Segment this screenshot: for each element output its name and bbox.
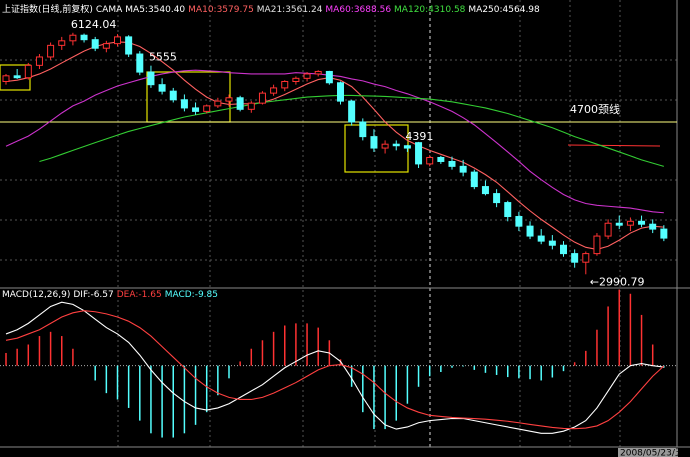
candle-body: [470, 171, 478, 188]
candle-body: [292, 77, 300, 82]
legend-entry: DEA:-1.65: [116, 290, 162, 300]
candle-body: [504, 202, 512, 218]
candle-body: [638, 220, 646, 225]
candle-body: [348, 100, 356, 123]
candle-body: [493, 193, 501, 204]
candle-body: [114, 36, 121, 45]
candle-body: [247, 102, 255, 110]
candle-body: [392, 143, 400, 147]
candle-body: [571, 253, 579, 263]
candle-body: [35, 56, 43, 66]
candle-body: [370, 136, 378, 149]
candle-body: [626, 220, 634, 226]
candle-body: [281, 80, 289, 89]
candle-body: [147, 71, 155, 86]
date-box: [618, 448, 678, 457]
macd-line: [5, 310, 665, 430]
candle-body: [314, 70, 322, 75]
legend-entry: MA21:3561.24: [256, 5, 323, 15]
candle-body: [649, 223, 657, 230]
annotation: ←2990.79: [590, 275, 645, 288]
legend: DIF:-6.57 DEA:-1.65 MACD:-9.85: [73, 290, 221, 300]
legend-entry: MA60:3688.56: [325, 5, 392, 15]
candle-body: [426, 156, 434, 165]
candle-body: [58, 40, 66, 46]
candle-body: [303, 73, 311, 79]
candle-body: [526, 225, 534, 237]
candle-body: [403, 145, 411, 149]
candle-body: [560, 244, 567, 255]
candle-body: [180, 99, 188, 109]
candle-body: [102, 43, 110, 49]
candle-body: [270, 87, 278, 94]
grid: [0, 0, 677, 447]
ma-line: [5, 69, 664, 214]
candle-body: [481, 186, 489, 195]
annotation: 4391: [405, 130, 433, 143]
candle-body: [225, 97, 233, 102]
chart-title: 上证指数(日线,前复权): [2, 5, 93, 15]
candle-body: [2, 75, 10, 82]
candle-body: [258, 92, 266, 104]
candle-body: [47, 44, 55, 58]
candle-body: [214, 100, 222, 107]
neckline-label: 4700颈线: [570, 102, 620, 116]
candle-body: [192, 107, 200, 112]
ma-line: [39, 94, 665, 167]
candle-body: [203, 105, 211, 112]
highlight-boxes: [0, 64, 409, 173]
candle-body: [337, 82, 344, 102]
candle-body: [548, 240, 556, 246]
candle-body: [615, 222, 623, 226]
candle-body: [448, 160, 456, 167]
price-header: 上证指数(日线,前复权) CAMA MA5:3540.40 MA10:3579.75 M…: [2, 2, 546, 15]
candle-body: [125, 36, 133, 55]
candle-body: [459, 165, 467, 173]
candle-body: [604, 222, 612, 237]
chart-title: MACD(12,26,9): [2, 290, 71, 300]
legend-entry: MA250:4564.98: [468, 5, 540, 15]
legend: MA5:3540.40 MA10:3579.75 MA21:3561.24 MA60:…: [125, 5, 543, 15]
macd-line: [5, 301, 664, 434]
candle-body: [325, 70, 333, 84]
legend-entry: MA5:3540.40: [125, 5, 186, 15]
candle-body: [13, 75, 21, 79]
chart-subtitle: CAMA: [95, 5, 123, 15]
candle-body: [158, 84, 166, 92]
candle-body: [582, 253, 590, 263]
legend-entry: MACD:-9.85: [164, 290, 218, 300]
ma-line: [5, 41, 664, 250]
macd-header: MACD(12,26,9) DIF:-6.57 DEA:-1.65 MACD:-9.8…: [2, 290, 224, 300]
legend-entry: DIF:-6.57: [73, 290, 114, 300]
legend-entry: MA10:3579.75: [188, 5, 254, 15]
candle-body: [660, 228, 668, 239]
candle-body: [80, 34, 88, 41]
candle-body: [136, 53, 144, 73]
candle-body: [415, 142, 423, 165]
candle-body: [593, 235, 601, 255]
candle-body: [236, 97, 244, 110]
candle-body: [24, 64, 32, 79]
candle-body: [169, 90, 177, 101]
cursor-date: 2008/05/23/五: [620, 449, 684, 457]
candle-body: [537, 235, 545, 242]
annotation: 5555: [149, 51, 177, 64]
candle-body: [515, 216, 523, 227]
candle-body: [91, 39, 99, 49]
candle-body: [69, 34, 77, 42]
candle-body: [381, 143, 389, 149]
candle-body: [359, 121, 367, 138]
candle-body: [437, 156, 445, 162]
legend-entry: MA120:4310.58: [394, 5, 466, 15]
trend-line: [567, 144, 661, 147]
annotation: 6124.04: [71, 18, 117, 31]
